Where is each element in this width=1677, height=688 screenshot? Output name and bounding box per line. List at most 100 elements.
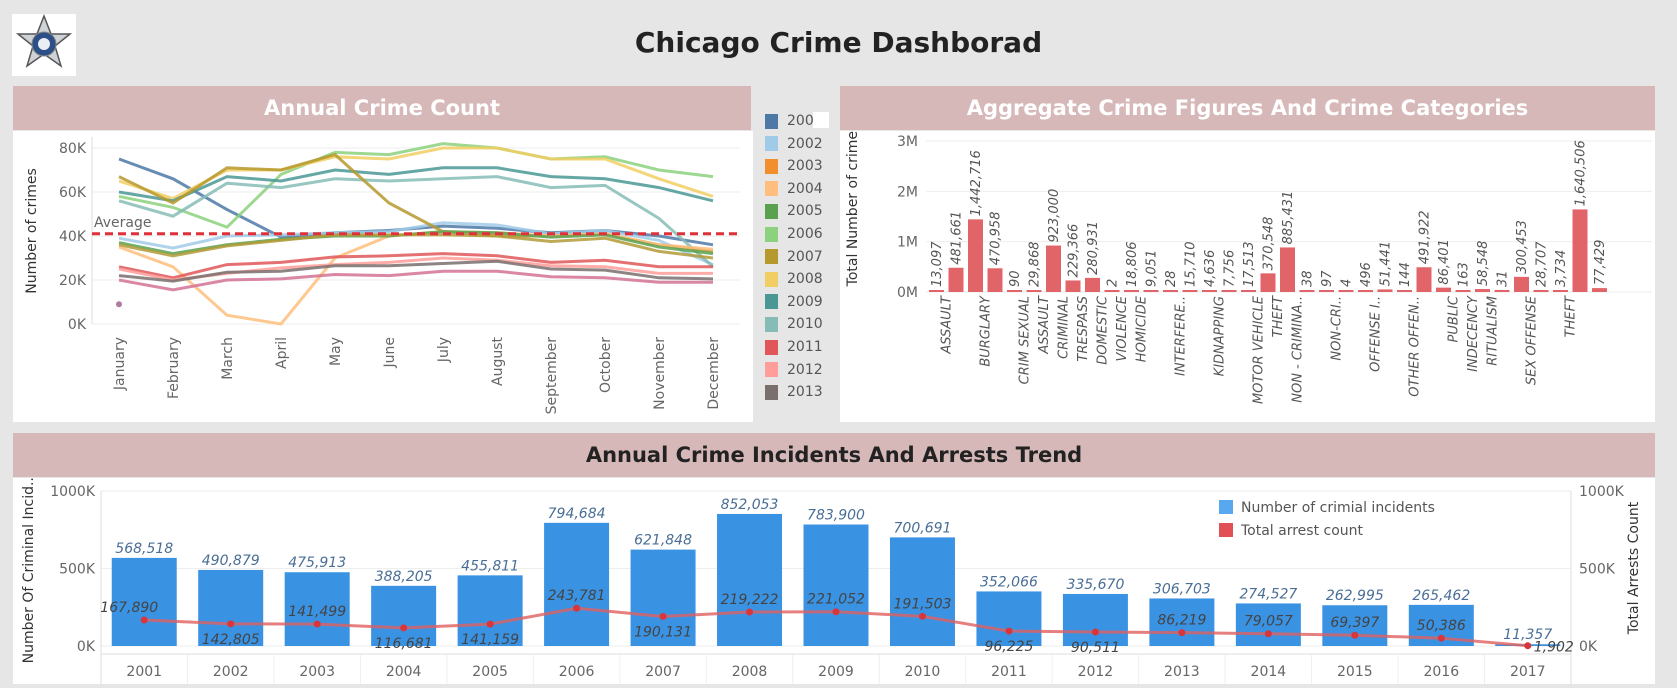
category-bar[interactable] [1455, 290, 1471, 292]
category-bar[interactable] [1553, 290, 1568, 292]
arrests-point[interactable] [918, 612, 926, 620]
series-line[interactable] [118, 259, 714, 283]
category-bar[interactable] [1260, 273, 1276, 292]
category-bar[interactable] [1416, 267, 1432, 292]
category-bar[interactable] [1299, 290, 1315, 292]
arrests-point[interactable] [400, 624, 408, 632]
category-bar[interactable] [1280, 247, 1295, 292]
legend-item[interactable]: 200 [765, 112, 814, 130]
category-bar[interactable] [968, 219, 983, 292]
incident-bar[interactable] [111, 557, 177, 646]
arrests-point[interactable] [486, 620, 494, 628]
category-bar[interactable] [1163, 290, 1178, 292]
legend-item[interactable]: 2006 [765, 225, 823, 243]
arrests-point[interactable] [1351, 631, 1359, 639]
category-bar[interactable] [1124, 290, 1139, 292]
category-bar[interactable] [1046, 245, 1061, 292]
category-bar[interactable] [1494, 290, 1510, 292]
incident-bar[interactable] [889, 537, 955, 646]
series-line[interactable] [118, 142, 714, 229]
series-point[interactable] [116, 301, 122, 308]
category-bar[interactable] [1397, 290, 1412, 292]
series-line[interactable] [118, 230, 714, 326]
arrests-point[interactable] [1524, 642, 1532, 650]
legend-item[interactable]: 2010 [765, 315, 823, 333]
category-bar[interactable] [1592, 288, 1607, 292]
legend-item[interactable]: 2007 [765, 248, 823, 266]
incident-bar[interactable] [1235, 603, 1301, 646]
category-bar[interactable] [1338, 290, 1354, 292]
category-bar[interactable] [1143, 290, 1159, 292]
incident-bar[interactable] [717, 513, 783, 646]
category-bar[interactable] [1085, 277, 1100, 292]
legend-item[interactable]: 2011 [765, 338, 823, 356]
incident-bar[interactable] [457, 575, 523, 646]
category-bar[interactable] [1007, 290, 1022, 292]
arrests-point[interactable] [227, 620, 235, 628]
combo-legend-label[interactable]: Number of crimial incidents [1241, 500, 1435, 516]
series-line[interactable] [118, 175, 715, 268]
arrests-point[interactable] [746, 608, 754, 616]
arrests-point[interactable] [1178, 629, 1186, 637]
arrests-point[interactable] [659, 613, 667, 621]
arrests-point[interactable] [313, 620, 321, 628]
incident-bar[interactable] [1322, 605, 1388, 646]
x-tick-label: September [544, 337, 560, 415]
category-bar[interactable] [1572, 209, 1588, 292]
series-line[interactable] [118, 166, 714, 203]
category-bar[interactable] [1221, 290, 1237, 292]
legend-swatch [765, 339, 778, 355]
arrests-point[interactable] [1437, 634, 1445, 642]
dashboard-title: Chicago Crime Dashborad [634, 26, 1043, 59]
incident-bar[interactable] [803, 524, 869, 646]
category-bar[interactable] [1514, 276, 1529, 292]
category-bar[interactable] [1026, 290, 1042, 292]
legend-item[interactable]: 2002 [765, 135, 823, 153]
category-bar[interactable] [1319, 290, 1334, 292]
incident-bar[interactable] [1062, 593, 1128, 646]
arrests-point[interactable] [1005, 627, 1013, 635]
y-tick-label: 3M [897, 134, 918, 150]
legend-item[interactable]: 2008 [765, 270, 823, 288]
category-bar[interactable] [1533, 290, 1549, 292]
category-bar[interactable] [1104, 290, 1120, 292]
legend-item[interactable]: 2012 [765, 361, 823, 379]
incident-bar[interactable] [198, 569, 264, 646]
category-bar[interactable] [1377, 289, 1393, 292]
incident-bar[interactable] [371, 585, 437, 646]
legend-item[interactable]: 2013 [765, 383, 823, 401]
series-line[interactable] [118, 252, 713, 280]
series-line[interactable] [118, 233, 714, 260]
arrests-point[interactable] [1264, 630, 1272, 638]
legend-item[interactable]: 2005 [765, 202, 823, 220]
category-bar[interactable] [987, 268, 1003, 292]
category-bar[interactable] [948, 267, 964, 292]
category-bar[interactable] [1065, 280, 1081, 292]
bar-value-label: 15,710 [1184, 242, 1199, 288]
series-line[interactable] [118, 146, 714, 201]
incident-bar[interactable] [1149, 598, 1215, 646]
incident-bar[interactable] [630, 549, 696, 646]
series-line[interactable] [118, 269, 713, 292]
combo-legend-label[interactable]: Total arrest count [1240, 523, 1364, 539]
arrests-point[interactable] [573, 604, 581, 612]
legend-item[interactable]: 2003 [765, 157, 823, 175]
incident-bar[interactable] [284, 572, 350, 646]
incident-bar[interactable] [544, 522, 610, 646]
arrests-value-label: 69,397 [1330, 615, 1379, 631]
incident-bar[interactable] [976, 591, 1042, 646]
bar-value-label: 28 [1164, 270, 1179, 287]
arrests-point[interactable] [1091, 628, 1099, 636]
category-bar[interactable] [1202, 290, 1217, 292]
category-bar[interactable] [1241, 290, 1256, 292]
category-bar[interactable] [929, 290, 944, 292]
category-bar[interactable] [1182, 290, 1198, 292]
legend-item[interactable]: 2009 [765, 293, 823, 311]
category-bar[interactable] [1436, 287, 1451, 292]
category-bar[interactable] [1358, 290, 1373, 292]
arrests-point[interactable] [140, 616, 148, 624]
arrests-point[interactable] [832, 608, 840, 616]
category-bar[interactable] [1475, 289, 1490, 292]
legend-item[interactable]: 2004 [765, 180, 823, 198]
series-line[interactable] [118, 221, 714, 266]
